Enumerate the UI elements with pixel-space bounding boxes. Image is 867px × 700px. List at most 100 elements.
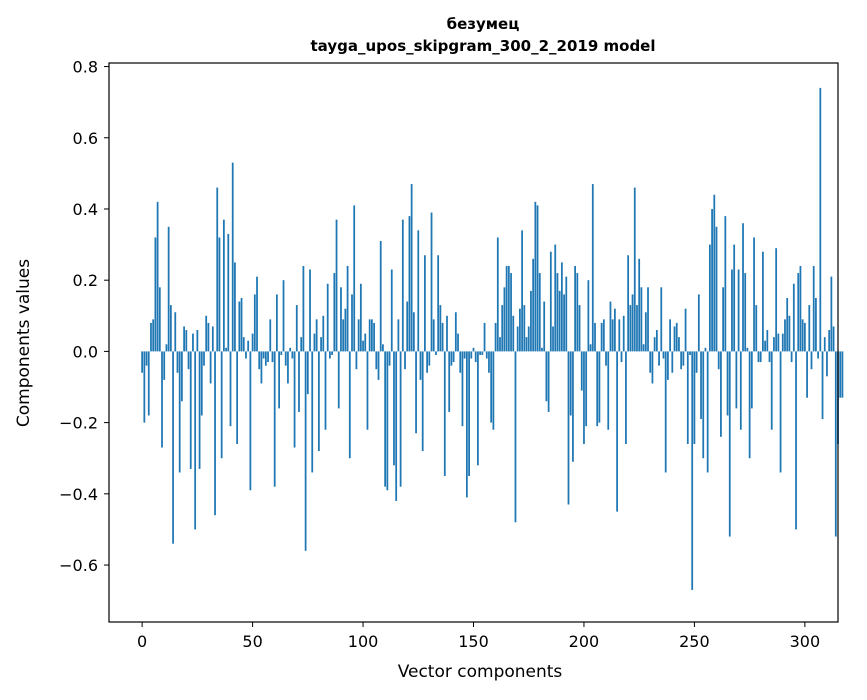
- x-axis-label: Vector components: [398, 662, 563, 682]
- bar: [830, 276, 833, 352]
- bar: [572, 351, 574, 462]
- bar: [594, 322, 596, 352]
- bar: [806, 351, 808, 398]
- bar: [503, 287, 506, 352]
- bar: [326, 283, 329, 352]
- bar: [393, 351, 395, 466]
- bar: [717, 351, 720, 370]
- bar: [792, 283, 795, 352]
- bar: [629, 305, 632, 352]
- bar: [167, 226, 170, 352]
- bar: [704, 347, 707, 352]
- bar: [298, 351, 300, 412]
- bar: [172, 351, 174, 544]
- bar: [815, 297, 817, 352]
- bar: [499, 337, 501, 352]
- bar: [428, 351, 431, 366]
- bar: [251, 333, 254, 352]
- bar: [578, 305, 581, 352]
- bar: [770, 351, 773, 430]
- bar: [647, 287, 649, 352]
- bar: [362, 340, 364, 352]
- bar: [543, 301, 546, 352]
- bar: [684, 308, 687, 352]
- bar: [762, 251, 764, 352]
- bar: [755, 305, 758, 352]
- bar: [560, 262, 563, 352]
- bar: [368, 319, 371, 352]
- bar: [346, 265, 349, 352]
- bar: [625, 351, 627, 444]
- bar: [720, 351, 722, 437]
- bar: [364, 333, 367, 352]
- bar: [366, 351, 369, 430]
- bar: [163, 351, 166, 380]
- bar: [618, 319, 621, 352]
- bar: [726, 351, 729, 416]
- bar: [463, 351, 466, 359]
- bar: [832, 326, 835, 352]
- bar: [454, 312, 457, 352]
- plot-frame: [108, 62, 839, 623]
- bar: [309, 269, 311, 352]
- y-tick-label: 0.8: [73, 58, 98, 77]
- bar: [614, 308, 616, 352]
- bar: [357, 319, 360, 352]
- bar: [240, 297, 243, 352]
- bar: [178, 351, 181, 473]
- bar: [214, 351, 216, 516]
- x-tick-label: 150: [458, 632, 489, 651]
- bar: [446, 315, 448, 352]
- bar: [607, 351, 610, 430]
- x-tick-label: 200: [569, 632, 600, 651]
- bar: [766, 330, 769, 352]
- bar: [311, 351, 314, 473]
- bar: [653, 337, 656, 352]
- bar: [205, 315, 208, 352]
- bar: [773, 337, 775, 352]
- bar: [715, 226, 718, 352]
- bar: [222, 219, 225, 352]
- bar: [549, 251, 552, 352]
- bar: [481, 351, 484, 355]
- bar: [516, 326, 519, 352]
- bar: [176, 351, 179, 373]
- bar: [348, 351, 351, 459]
- bar: [739, 351, 742, 430]
- bar: [156, 201, 159, 352]
- bar: [596, 351, 599, 427]
- bar: [315, 319, 318, 352]
- bar: [448, 351, 451, 412]
- bar: [225, 347, 227, 352]
- bar: [600, 322, 603, 352]
- bar: [658, 351, 660, 366]
- bar: [611, 319, 614, 352]
- bar: [273, 351, 276, 487]
- chart-title: безумец: [447, 15, 520, 33]
- bar: [419, 351, 422, 380]
- bar: [680, 351, 683, 370]
- bar: [536, 205, 539, 352]
- bar: [322, 315, 325, 352]
- bar: [280, 351, 283, 355]
- bar: [439, 305, 442, 352]
- bar: [638, 258, 641, 352]
- bar: [421, 351, 424, 452]
- bar: [488, 351, 490, 373]
- bar: [631, 294, 634, 352]
- bar: [576, 273, 579, 352]
- x-tick-label: 0: [137, 632, 147, 651]
- bar: [483, 322, 486, 352]
- bar: [708, 244, 711, 352]
- bar: [150, 322, 152, 352]
- bar: [598, 351, 601, 423]
- bar: [675, 322, 678, 352]
- bar: [534, 201, 537, 352]
- bar: [757, 351, 760, 363]
- bar: [521, 230, 523, 352]
- bar: [435, 351, 437, 355]
- bar: [249, 351, 252, 491]
- bar: [355, 351, 358, 370]
